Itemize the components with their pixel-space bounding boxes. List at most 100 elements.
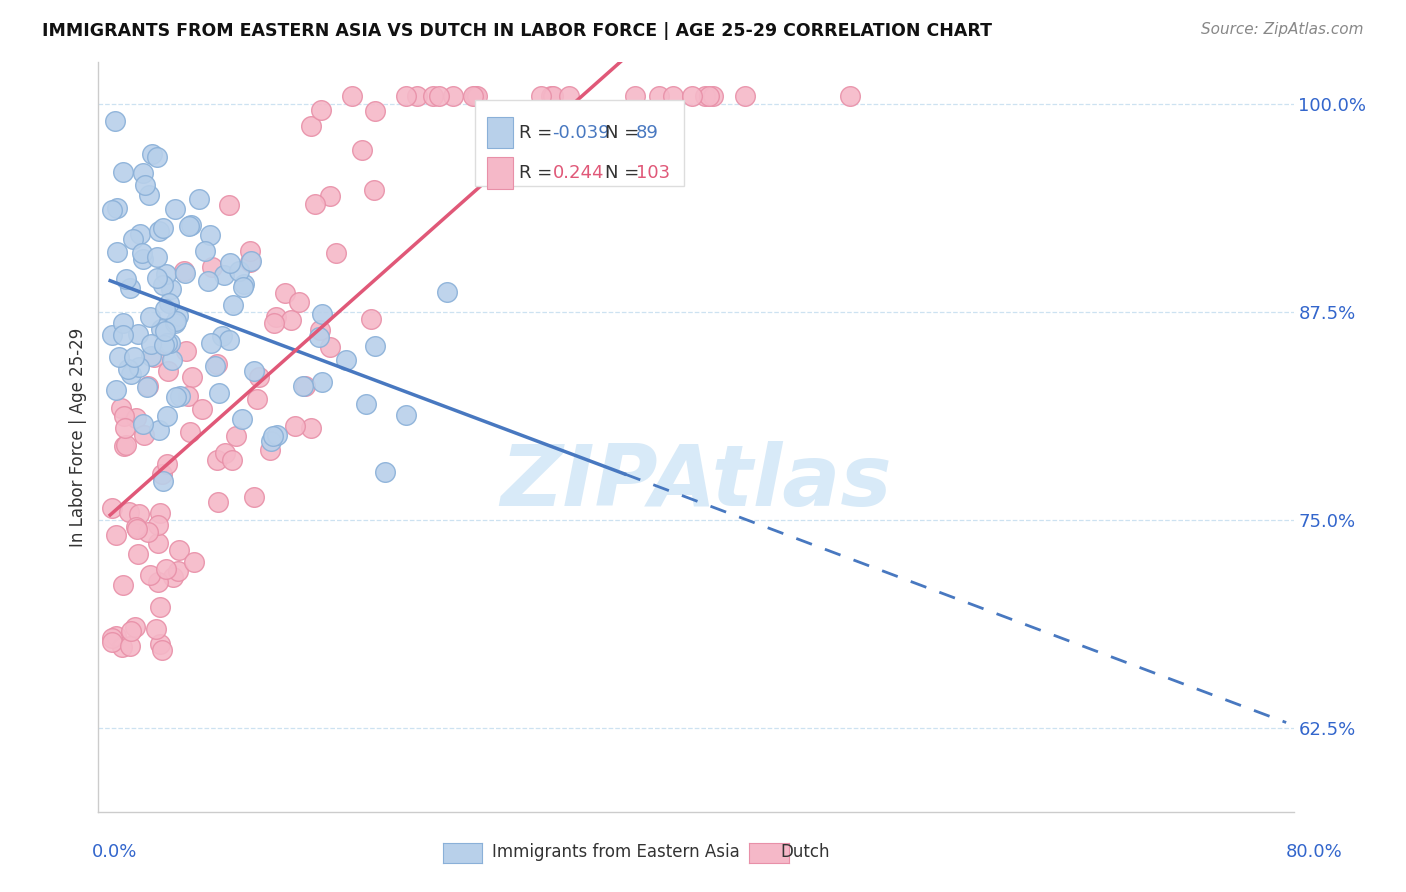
Point — [228, 264, 250, 278]
Point — [105, 383, 128, 397]
Point — [205, 453, 228, 467]
Point — [436, 285, 458, 299]
Point — [205, 357, 228, 371]
Point — [274, 285, 297, 300]
Point — [207, 495, 229, 509]
Point — [104, 113, 127, 128]
Point — [263, 317, 285, 331]
Point — [155, 562, 177, 576]
Point — [208, 386, 231, 401]
Point — [165, 202, 187, 217]
Text: R =: R = — [519, 124, 558, 142]
Point — [174, 343, 197, 358]
Point — [146, 574, 169, 589]
Point — [111, 316, 134, 330]
Point — [352, 143, 374, 157]
Point — [702, 88, 724, 103]
Point — [299, 421, 322, 435]
Point — [112, 409, 135, 424]
Bar — [486, 157, 513, 189]
Text: Source: ZipAtlas.com: Source: ZipAtlas.com — [1201, 22, 1364, 37]
Bar — [486, 117, 513, 148]
Point — [212, 268, 235, 283]
Point — [530, 88, 553, 103]
Point — [262, 429, 284, 443]
Point — [287, 295, 309, 310]
Point — [247, 370, 270, 384]
Point — [146, 517, 169, 532]
Point — [139, 310, 162, 325]
Point — [291, 379, 314, 393]
Point — [141, 147, 163, 161]
Point — [204, 359, 226, 373]
Point — [139, 336, 162, 351]
Text: N =: N = — [605, 124, 645, 142]
Point — [165, 390, 187, 404]
Point — [155, 267, 177, 281]
Point — [120, 624, 142, 638]
Bar — [475, 100, 685, 186]
Point — [624, 88, 647, 103]
Point — [134, 178, 156, 193]
Text: 89: 89 — [636, 124, 659, 142]
Point — [124, 619, 146, 633]
Point — [360, 312, 382, 326]
Point — [239, 255, 262, 269]
Point — [153, 302, 176, 317]
Point — [179, 219, 201, 233]
Point — [541, 88, 564, 103]
Point — [231, 412, 253, 426]
Point — [662, 88, 685, 103]
Point — [441, 88, 464, 103]
Point — [111, 328, 134, 343]
Point — [153, 324, 176, 338]
Point — [214, 445, 236, 459]
Point — [177, 389, 200, 403]
Point — [146, 536, 169, 550]
Point — [395, 88, 418, 103]
Text: 0.0%: 0.0% — [91, 843, 136, 861]
Point — [167, 564, 190, 578]
Point — [167, 309, 190, 323]
Point — [299, 119, 322, 133]
Text: IMMIGRANTS FROM EASTERN ASIA VS DUTCH IN LABOR FORCE | AGE 25-29 CORRELATION CHA: IMMIGRANTS FROM EASTERN ASIA VS DUTCH IN… — [42, 22, 993, 40]
Point — [115, 272, 138, 286]
Point — [150, 643, 173, 657]
Point — [105, 629, 128, 643]
Point — [149, 506, 172, 520]
Point — [142, 350, 165, 364]
Point — [120, 281, 142, 295]
Point — [180, 218, 202, 232]
Point — [152, 221, 174, 235]
Point — [136, 379, 159, 393]
Point — [354, 397, 377, 411]
Point — [173, 264, 195, 278]
Point — [406, 88, 429, 103]
Point — [374, 465, 396, 479]
Point — [363, 339, 385, 353]
Point — [122, 350, 145, 364]
Point — [149, 637, 172, 651]
Point — [648, 88, 671, 103]
Point — [364, 104, 387, 119]
Point — [110, 401, 132, 416]
Point — [463, 88, 485, 103]
Point — [165, 317, 187, 331]
Point — [218, 334, 240, 348]
Point — [284, 418, 307, 433]
Point — [395, 408, 418, 422]
Point — [128, 359, 150, 374]
Point — [839, 88, 862, 103]
Point — [127, 327, 149, 342]
Point — [174, 266, 197, 280]
Point — [260, 434, 283, 449]
Point — [105, 201, 128, 215]
Point — [697, 88, 720, 103]
Point — [127, 547, 149, 561]
Point — [162, 570, 184, 584]
Point — [141, 349, 163, 363]
Point — [157, 296, 180, 310]
Point — [232, 280, 254, 294]
Point — [138, 188, 160, 202]
Point — [309, 103, 332, 117]
